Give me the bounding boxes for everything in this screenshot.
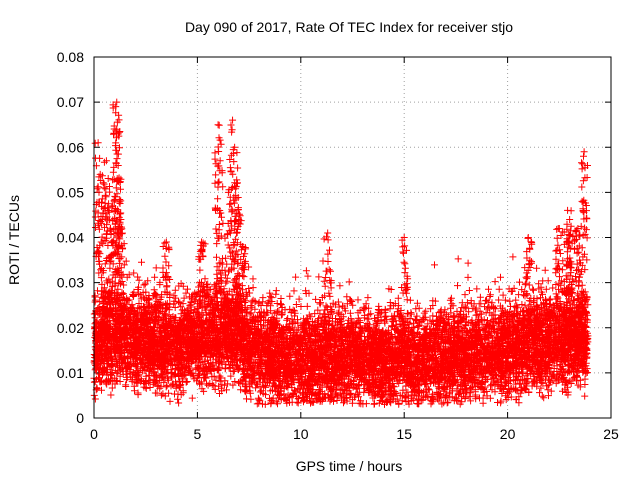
peak-point [224,188,232,196]
chart-title: Day 090 of 2017, Rate Of TEC Index for r… [185,19,513,35]
axis-ticks: 0 0.01 0.02 0.03 0.04 0.05 0.06 0.07 0.08 0 5 10 15 2… [57,49,619,442]
y-tick-label: 0.01 [57,365,84,381]
peak-point [102,157,110,165]
x-tick-label: 25 [603,426,619,442]
peak-point [233,179,241,187]
x-axis-label: GPS time / hours [296,458,403,474]
x-tick-label: 5 [194,426,202,442]
y-tick-label: 0.05 [57,184,84,200]
peak-point [524,234,532,241]
peak-point [239,243,247,251]
data-points [90,98,592,408]
peak-point [235,215,243,223]
peak-point [324,229,332,237]
peak-point [216,157,224,165]
y-tick-label: 0.04 [57,230,84,246]
peak-point [113,125,121,133]
peak-point [231,143,239,151]
peak-point [555,224,563,232]
peak-point [564,206,572,214]
x-tick-label: 0 [90,426,98,442]
peak-point [109,202,117,210]
peak-point [100,184,108,192]
plot-frame [93,56,612,419]
y-tick-label: 0.07 [57,94,84,110]
peak-point [198,238,206,246]
peak-point [574,224,582,232]
x-tick-label: 15 [396,426,412,442]
peak-point [117,215,125,223]
y-tick-label: 0.03 [57,275,84,291]
peak-point [115,175,123,183]
y-axis-label: ROTI / TECUs [6,195,22,285]
peak-point [214,121,222,129]
peak-point [112,103,120,111]
peak-point [96,170,104,178]
peak-point [566,215,574,223]
y-tick-label: 0.02 [57,320,84,336]
y-tick-label: 0 [76,410,84,426]
x-tick-label: 10 [293,426,309,442]
y-tick-label: 0.06 [57,139,84,155]
x-tick-label: 20 [500,426,516,442]
peak-point [113,98,121,106]
peak-point [580,148,588,156]
peak-point [400,234,408,241]
peak-point [578,197,586,205]
scatter-cloud [90,101,592,408]
y-tick-label: 0.08 [57,49,84,65]
peak-point [162,238,170,246]
peak-point [94,139,102,147]
peak-point [229,116,237,124]
